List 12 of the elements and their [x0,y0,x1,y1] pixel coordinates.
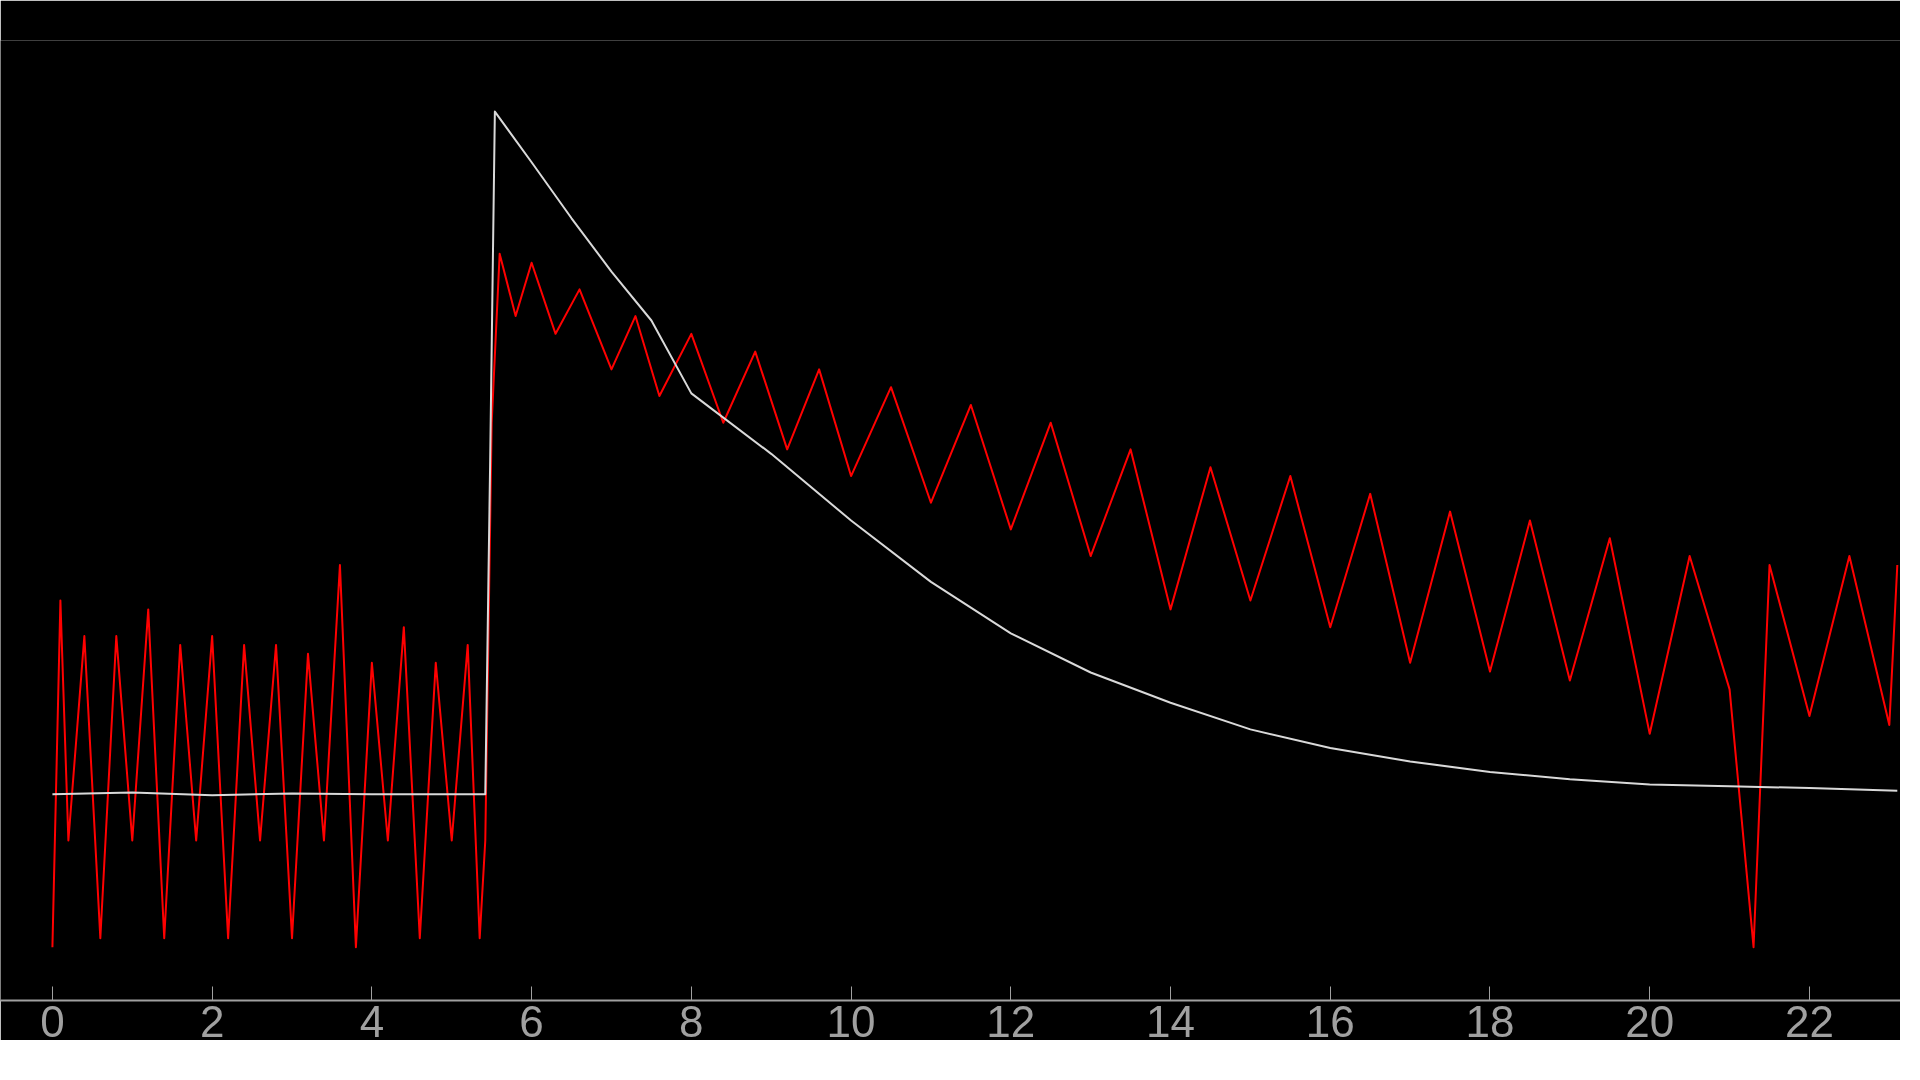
x-tick-label: 12 [986,996,1036,1046]
x-tick-label: 2 [199,996,225,1046]
x-tick-label: 20 [1625,996,1675,1046]
x-tick-label: 22 [1784,996,1834,1046]
x-tick-label: 6 [519,996,544,1046]
x-tick-label: 4 [359,996,385,1046]
x-tick-label: 0 [40,996,65,1046]
x-tick-label: 16 [1305,996,1355,1046]
x-tick-label: 8 [679,996,704,1046]
x-tick-label: 18 [1465,996,1515,1046]
x-tick-label: 14 [1146,996,1196,1046]
x-tick-label: 10 [826,996,876,1046]
